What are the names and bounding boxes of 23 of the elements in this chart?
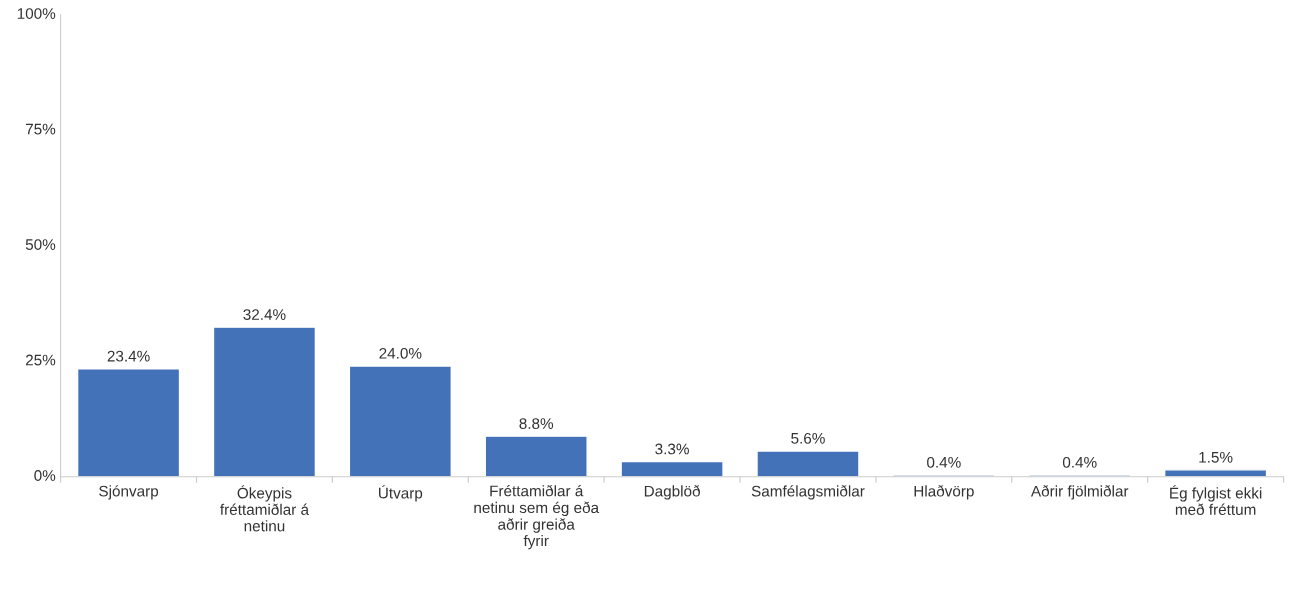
y-tick-label: 0%	[34, 470, 56, 481]
data-label: 0.4%	[1062, 456, 1097, 468]
x-tick-label: Ég fylgist ekki með fréttum	[1170, 485, 1262, 515]
x-tick-label: Dagblöð	[644, 485, 700, 500]
y-tick-label: 50%	[25, 239, 56, 250]
y-tick-label: 25%	[25, 354, 56, 366]
y-tick-label: 75%	[25, 123, 56, 135]
x-tick-label: Ókeypis fréttamiðlar á netinu	[220, 485, 310, 532]
data-label: 32.4%	[243, 309, 286, 320]
x-tick-label: Sjónvarp	[99, 485, 159, 500]
x-tick-label: Hlaðvörp	[914, 485, 974, 500]
y-tick-label: 100%	[17, 8, 56, 19]
data-label: 8.8%	[519, 418, 554, 429]
data-label: 24.0%	[379, 347, 422, 359]
x-tick-label: Aðrir fjölmiðlar	[1030, 485, 1129, 500]
data-label: 3.3%	[655, 443, 689, 455]
data-label: 23.4%	[107, 350, 150, 362]
x-tick-label: Fréttamiðlar á netinu sem ég eða aðrir greiða fyrir	[474, 484, 600, 550]
x-tick-label: Samfélagsmiðlar	[751, 485, 865, 500]
x-tick-label: Útvarp	[379, 485, 423, 502]
data-label: 0.4%	[927, 456, 961, 468]
data-label: 1.5%	[1199, 451, 1233, 463]
data-label: 5.6%	[791, 432, 825, 444]
